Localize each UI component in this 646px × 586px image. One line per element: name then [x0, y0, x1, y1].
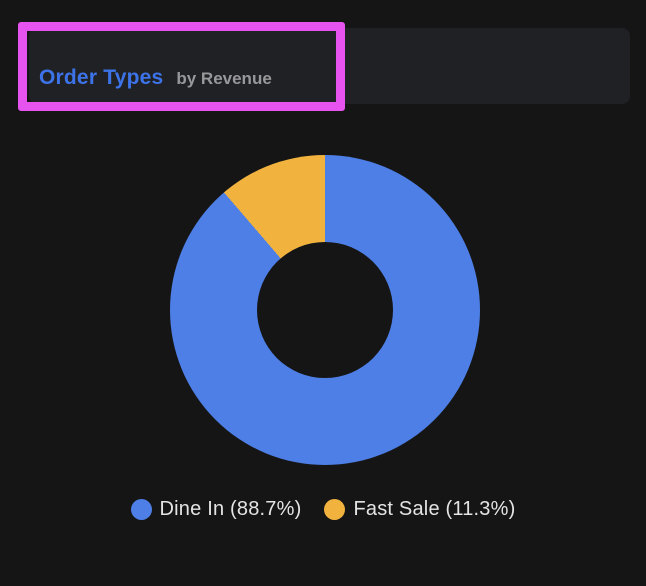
legend-item-fast-sale[interactable]: Fast Sale (11.3%) — [324, 498, 515, 521]
chart-title: Order Types — [39, 66, 164, 89]
chart-legend: Dine In (88.7%) Fast Sale (11.3%) — [0, 498, 646, 521]
chart-header-text: Order Types by Revenue — [39, 66, 272, 90]
chart-header: Order Types by Revenue — [29, 28, 630, 104]
donut-chart[interactable] — [170, 155, 480, 465]
legend-label-dine-in: Dine In (88.7%) — [159, 498, 302, 520]
legend-label-fast-sale: Fast Sale (11.3%) — [353, 498, 516, 520]
donut-hole — [257, 242, 393, 378]
legend-item-dine-in[interactable]: Dine In (88.7%) — [130, 498, 302, 521]
legend-swatch-dine-in — [130, 499, 152, 520]
legend-swatch-fast-sale — [324, 499, 346, 520]
chart-subtitle: by Revenue — [176, 69, 272, 88]
